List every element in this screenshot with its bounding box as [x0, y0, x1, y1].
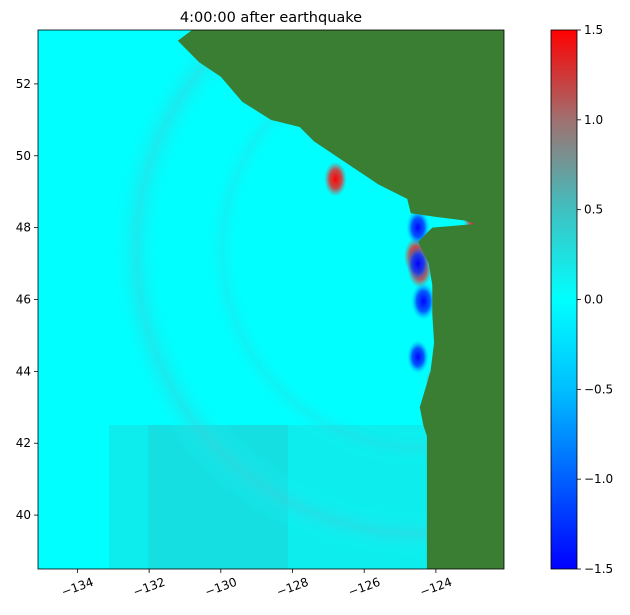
- wave-anomaly: [324, 161, 347, 197]
- y-tick-label: 44: [16, 364, 31, 378]
- x-tick-label: −132: [131, 575, 167, 599]
- colorbar-tick-label: −1.5: [584, 562, 613, 576]
- colorbar-tick-label: −0.5: [584, 382, 613, 396]
- colorbar-tick-label: 0.0: [584, 293, 603, 307]
- y-axis: 40 42 44 46 48 50 52: [16, 77, 38, 522]
- x-tick-label: −124: [418, 575, 454, 599]
- wave-anomaly: [406, 246, 430, 282]
- chart-title: 4:00:00 after earthquake: [180, 10, 362, 26]
- colorbar-ticks: 1.5 1.0 0.5 0.0 −0.5 −1.0 −1.5: [577, 23, 613, 576]
- colorbar-tick-label: −1.0: [584, 472, 613, 486]
- wave-anomaly: [407, 340, 429, 374]
- y-tick-label: 52: [16, 77, 31, 91]
- colorbar-gradient: [550, 29, 578, 570]
- x-axis: −134 −132 −130 −128 −126 −124: [60, 569, 454, 599]
- colorbar-tick-label: 1.0: [584, 113, 603, 127]
- colorbar: 1.5 1.0 0.5 0.0 −0.5 −1.0 −1.5: [550, 23, 613, 576]
- colorbar-tick-label: 1.5: [584, 23, 603, 37]
- y-tick-label: 42: [16, 436, 31, 450]
- x-tick-label: −134: [60, 575, 96, 599]
- x-tick-label: −128: [275, 575, 311, 599]
- x-tick-label: −126: [346, 575, 382, 599]
- colorbar-tick-label: 0.5: [584, 203, 603, 217]
- y-tick-label: 48: [16, 221, 31, 235]
- land-mass: [177, 30, 504, 569]
- wave-anomaly: [411, 282, 436, 321]
- y-tick-label: 46: [16, 293, 31, 307]
- plot-area: [38, 30, 504, 569]
- x-tick-label: −130: [203, 575, 239, 599]
- y-tick-label: 50: [16, 149, 31, 163]
- title: 4:00:00 after earthquake: [180, 10, 362, 26]
- y-tick-label: 40: [16, 508, 31, 522]
